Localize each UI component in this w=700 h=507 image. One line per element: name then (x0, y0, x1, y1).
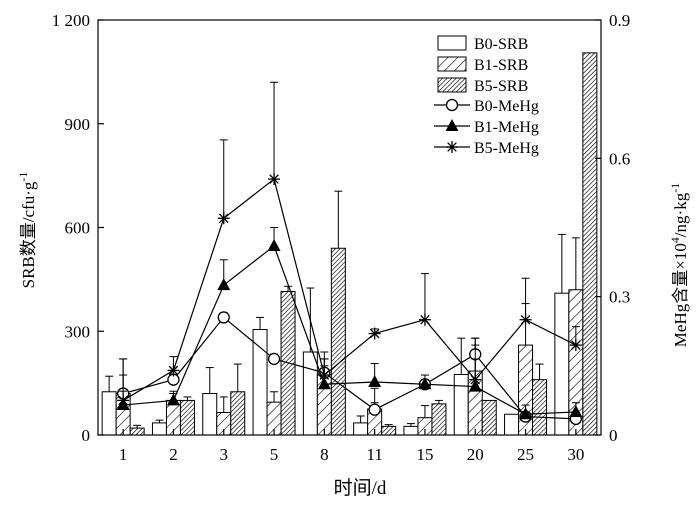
point-b5-mehg-15 (418, 313, 431, 326)
x-axis-label: 时间/d (334, 477, 387, 499)
legend-marker-b1-mehg (445, 119, 459, 131)
legend-label-b5-srb: B5-SRB (474, 78, 528, 95)
x-tick-label-30: 30 (567, 445, 584, 464)
legend-label-b1-mehg: B1-MeHg (474, 119, 539, 136)
bar-b5-srb-1 (129, 427, 145, 436)
y-axis-right-label-sup2: -1 (668, 183, 682, 193)
legend-label-b0-srb: B0-SRB (474, 36, 528, 53)
y-axis-left-label-main: SRB数量/cfu·g (19, 181, 38, 288)
point-b5-mehg-30 (569, 339, 582, 352)
y-right-tick-label-0.3: 0.3 (609, 288, 630, 307)
point-b5-mehg-25 (519, 313, 532, 326)
point-b1-mehg-30 (569, 404, 583, 417)
bar-b5-srb-2 (179, 399, 195, 436)
point-b5-mehg-11 (368, 327, 381, 340)
y-left-tick-label-0: 0 (82, 426, 91, 445)
bar-b0-srb-30 (554, 292, 570, 436)
axes-layer: 0 300 600 900 1 200 0 0.3 0.6 0.9 1 2 3 5 8 11 15 20 25 30 (52, 11, 631, 464)
legend-marker-b5-mehg (446, 141, 458, 153)
bar-b0-srb-25 (504, 413, 520, 436)
point-b0-mehg-5 (267, 352, 281, 366)
point-b1-mehg-15 (418, 377, 432, 390)
point-b5-mehg-20 (469, 373, 482, 386)
bar-b0-srb-2 (151, 422, 167, 436)
x-tick-label-11: 11 (366, 445, 382, 464)
y-right-tick-label-0.6: 0.6 (609, 149, 630, 168)
bar-b0-srb-1 (101, 391, 117, 436)
bar-b0-srb-15 (403, 425, 419, 436)
bar-b0-srb-3 (202, 393, 218, 436)
bar-b5-srb-25 (532, 379, 548, 436)
x-tick-label-25: 25 (517, 445, 534, 464)
point-b5-mehg-1 (117, 394, 130, 407)
y-axis-right-label: MeHg含量×104/ng·kg-1 (668, 183, 690, 347)
legend: B0-SRB B1-SRB B5-SRB B0-MeHg B1-MeHg B5-MeHg (434, 35, 539, 157)
x-tick-label-3: 3 (220, 445, 229, 464)
y-right-tick-label-0: 0 (609, 426, 618, 445)
point-b1-mehg-11 (368, 374, 382, 387)
y-left-tick-label-1200: 1 200 (52, 11, 90, 30)
bar-b0-srb-20 (453, 373, 469, 436)
point-b1-mehg-2 (166, 393, 180, 406)
x-tick-label-5: 5 (270, 445, 279, 464)
y-left-tick-label-300: 300 (65, 322, 91, 341)
point-b1-mehg-5 (267, 238, 281, 251)
y-axis-right-label-main: MeHg含量×10 (671, 243, 690, 347)
point-b1-mehg-3 (217, 278, 231, 291)
point-b1-mehg-25 (519, 407, 533, 420)
legend-marker-b0-mehg (445, 98, 459, 112)
point-b5-mehg-2 (167, 364, 180, 377)
lines-layer (116, 81, 583, 426)
x-tick-label-1: 1 (119, 445, 128, 464)
bar-b5-srb-11 (381, 425, 397, 436)
bar-b5-srb-30 (582, 52, 598, 436)
point-b0-mehg-11 (368, 403, 381, 416)
bar-b5-srb-15 (431, 403, 447, 436)
x-tick-label-2: 2 (169, 445, 178, 464)
point-b5-mehg-3 (217, 212, 230, 225)
x-tick-label-8: 8 (320, 445, 329, 464)
series-line-b0-mehg (122, 316, 576, 420)
legend-swatch-b0-srb (437, 35, 467, 51)
y-axis-right-label-mid: /ng·kg (671, 192, 690, 237)
x-tick-label-15: 15 (416, 445, 433, 464)
y-axis-right-label-sup: 4 (668, 237, 682, 243)
legend-swatch-b5-srb (437, 77, 467, 93)
bar-b5-srb-20 (481, 399, 497, 436)
bar-b0-srb-8 (302, 351, 318, 436)
y-right-tick-label-0.9: 0.9 (609, 11, 630, 30)
point-b5-mehg-8 (318, 369, 331, 382)
bar-b5-srb-8 (330, 247, 346, 436)
series-line-b5-mehg (122, 178, 577, 401)
bar-b0-srb-11 (353, 422, 369, 436)
legend-label-b0-mehg: B0-MeHg (474, 98, 539, 115)
series-line-b1-mehg (123, 244, 576, 415)
bar-b0-srb-5 (252, 329, 268, 436)
point-b5-mehg-5 (268, 173, 281, 186)
legend-label-b5-mehg: B5-MeHg (474, 140, 539, 157)
y-left-tick-label-600: 600 (65, 219, 91, 238)
y-left-tick-label-900: 900 (65, 115, 91, 134)
point-b1-mehg-8 (317, 377, 331, 390)
x-tick-label-20: 20 (467, 445, 484, 464)
y-axis-left-label: SRB数量/cfu·g-1 (16, 172, 38, 289)
legend-swatch-b1-srb (437, 56, 467, 72)
point-b0-mehg-3 (217, 311, 230, 324)
bar-b5-srb-3 (230, 391, 246, 436)
legend-label-b1-srb: B1-SRB (474, 57, 528, 74)
y-axis-left-label-sup: -1 (16, 172, 30, 182)
